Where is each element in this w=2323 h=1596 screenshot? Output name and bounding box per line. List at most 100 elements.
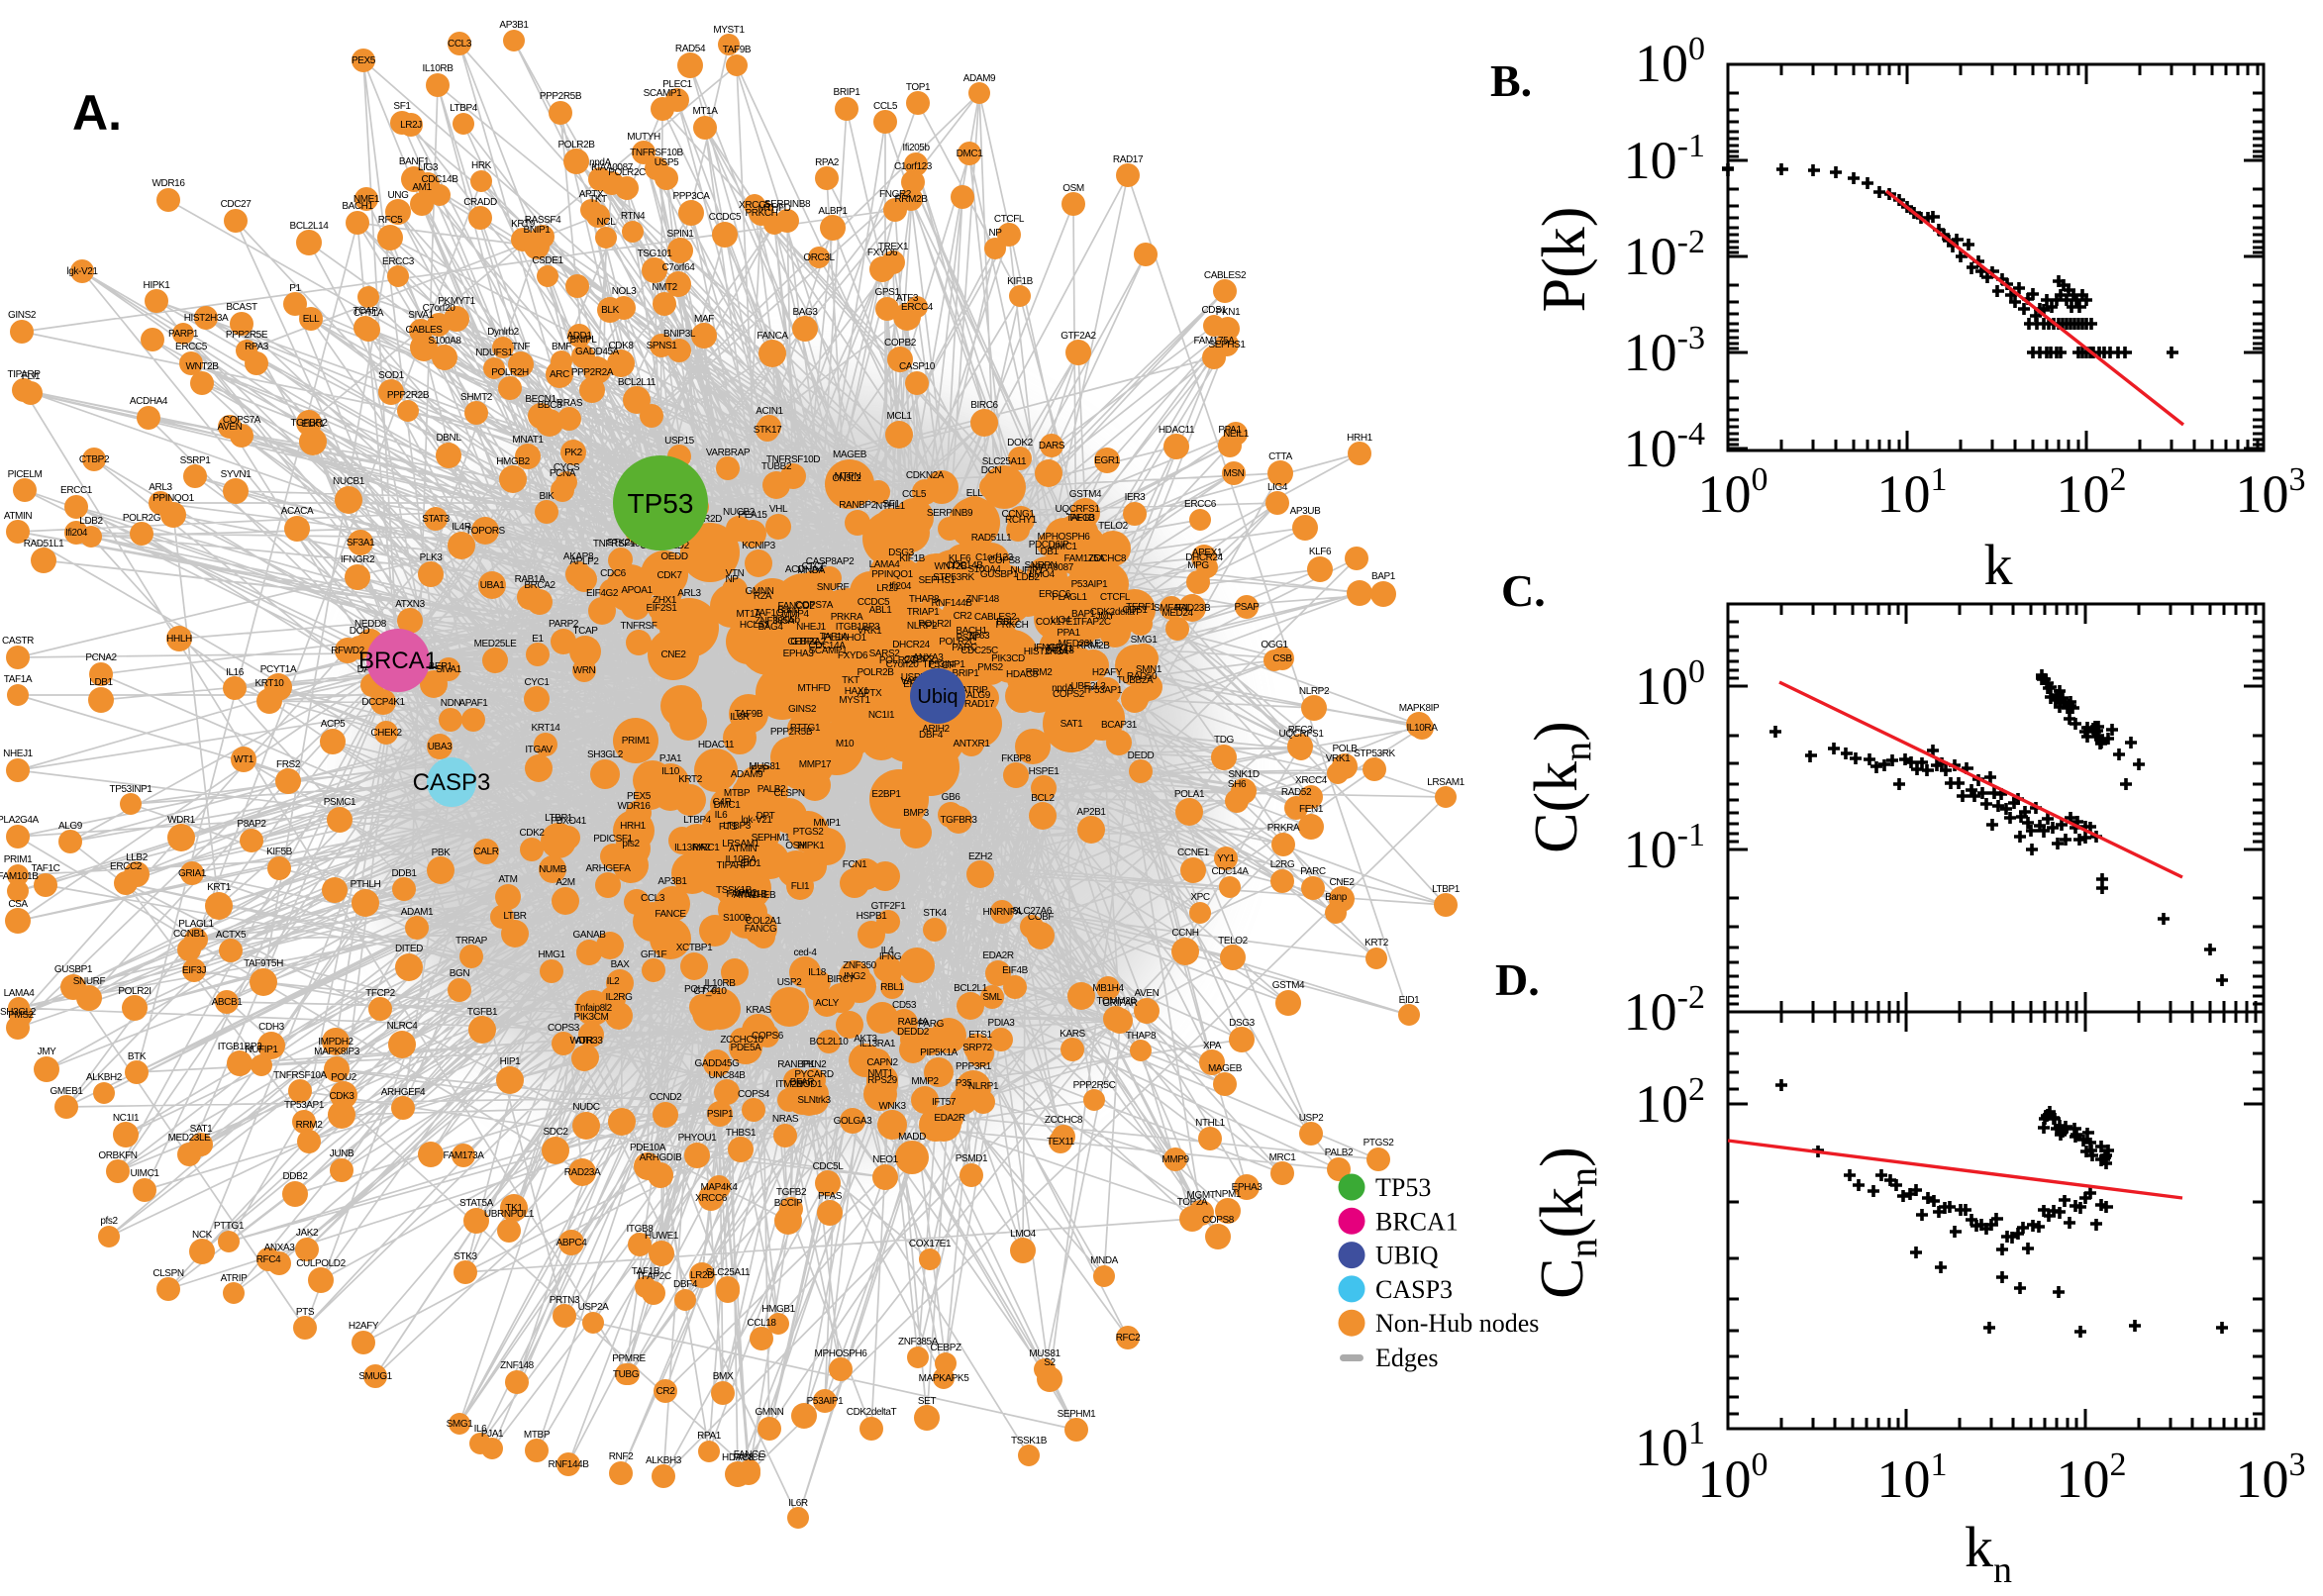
svg-text:TUBG: TUBG: [613, 1369, 640, 1380]
svg-text:USP15: USP15: [664, 436, 695, 447]
svg-text:GINS2: GINS2: [8, 310, 37, 321]
svg-text:PTTG1: PTTG1: [790, 723, 821, 734]
svg-text:C(kn): C(kn): [1523, 721, 1599, 853]
svg-text:NP: NP: [988, 228, 1002, 239]
svg-text:XRCC5: XRCC5: [739, 200, 771, 211]
svg-text:LDB1: LDB1: [89, 677, 113, 688]
svg-text:HDAC8: HDAC8: [1006, 669, 1039, 680]
svg-text:COPS6: COPS6: [752, 1031, 784, 1042]
svg-text:PRIM1: PRIM1: [622, 736, 651, 747]
svg-text:ZHX1: ZHX1: [653, 595, 677, 606]
svg-text:ATM: ATM: [498, 874, 517, 885]
svg-text:CTTA: CTTA: [1268, 451, 1292, 462]
svg-text:HRH1: HRH1: [620, 821, 646, 832]
svg-text:L2RG: L2RG: [1270, 859, 1295, 870]
svg-text:CULPOLD2: CULPOLD2: [296, 1258, 346, 1269]
svg-text:EID1: EID1: [1399, 995, 1420, 1006]
svg-text:PPP2R2B: PPP2R2B: [387, 390, 430, 401]
svg-text:EGR1: EGR1: [1094, 455, 1120, 466]
svg-text:BAX: BAX: [611, 959, 631, 970]
svg-text:CCNG1: CCNG1: [1001, 509, 1035, 520]
svg-text:NCL: NCL: [597, 217, 617, 228]
svg-text:SLNtrk3: SLNtrk3: [797, 1095, 831, 1106]
svg-text:CCL3: CCL3: [641, 893, 665, 904]
svg-text:Non-Hub nodes: Non-Hub nodes: [1375, 1309, 1539, 1338]
svg-text:CCDC5: CCDC5: [858, 597, 890, 608]
svg-text:TOMM20: TOMM20: [1096, 996, 1136, 1007]
svg-text:SDC2: SDC2: [543, 1127, 568, 1138]
svg-text:LMO4: LMO4: [1029, 569, 1055, 580]
svg-text:P53AIP1: P53AIP1: [1071, 579, 1109, 590]
svg-text:MTBP: MTBP: [524, 1430, 551, 1441]
svg-text:BFAR: BFAR: [790, 1077, 815, 1088]
svg-text:STK4: STK4: [923, 908, 947, 919]
svg-text:TREX1: TREX1: [878, 242, 909, 252]
svg-text:TEX11: TEX11: [1047, 1137, 1075, 1147]
svg-text:PLAGL1: PLAGL1: [178, 919, 214, 930]
svg-text:AP2B1: AP2B1: [1076, 807, 1106, 818]
svg-text:HMGB1: HMGB1: [761, 1304, 795, 1315]
svg-text:TELO2: TELO2: [1098, 521, 1129, 532]
svg-text:Ubiq: Ubiq: [917, 686, 958, 708]
svg-text:IL2: IL2: [607, 976, 621, 987]
svg-text:PBK: PBK: [432, 848, 452, 858]
svg-text:HIST2H3A: HIST2H3A: [184, 313, 229, 324]
svg-text:TNFRSF10D: TNFRSF10D: [766, 454, 820, 465]
svg-text:CSDE1: CSDE1: [532, 255, 563, 266]
svg-text:TAF9B: TAF9B: [723, 45, 752, 55]
svg-text:HIP1: HIP1: [500, 1056, 521, 1067]
svg-text:LDB2: LDB2: [1016, 572, 1040, 583]
svg-text:SAT1: SAT1: [1060, 719, 1084, 730]
svg-text:ACIN1: ACIN1: [756, 406, 783, 417]
svg-text:CALR: CALR: [473, 847, 498, 857]
svg-text:WDR1: WDR1: [167, 815, 196, 826]
svg-text:SIVA1: SIVA1: [436, 664, 461, 675]
svg-text:SCAMP1: SCAMP1: [809, 646, 849, 656]
svg-text:TGFBR2: TGFBR2: [290, 418, 328, 429]
svg-text:NUDC: NUDC: [572, 1102, 599, 1113]
svg-text:BAG4: BAG4: [758, 622, 783, 633]
svg-text:CDK8: CDK8: [608, 341, 634, 351]
svg-text:KRT1: KRT1: [207, 882, 232, 893]
svg-text:TAF1A: TAF1A: [820, 632, 849, 643]
svg-text:ARHGEF4: ARHGEF4: [381, 1087, 426, 1098]
svg-text:CYCS: CYCS: [554, 462, 580, 473]
svg-text:TNFRSF10A: TNFRSF10A: [273, 1070, 327, 1081]
svg-text:RANBP1: RANBP1: [777, 1059, 815, 1070]
svg-text:MMP2: MMP2: [911, 1076, 939, 1087]
svg-text:pfs2: pfs2: [100, 1216, 118, 1227]
svg-text:FLI1: FLI1: [22, 371, 41, 382]
svg-text:SMN1: SMN1: [1136, 664, 1162, 675]
svg-text:COPS3: COPS3: [548, 1023, 580, 1034]
svg-text:LTBP3: LTBP3: [723, 821, 752, 832]
svg-text:IL6R: IL6R: [788, 1498, 808, 1509]
svg-text:PARG: PARG: [918, 1019, 945, 1030]
svg-text:NHEJ1: NHEJ1: [796, 622, 827, 633]
svg-text:GADD45A: GADD45A: [575, 347, 620, 357]
svg-text:CLSPN: CLSPN: [773, 788, 805, 799]
svg-text:S100B: S100B: [723, 913, 752, 924]
svg-text:ALKBH3: ALKBH3: [646, 1455, 682, 1466]
svg-text:PALB2: PALB2: [758, 784, 786, 795]
svg-text:AP3B1: AP3B1: [499, 20, 529, 31]
svg-text:TSG101: TSG101: [638, 249, 673, 259]
svg-text:ATR: ATR: [575, 1036, 593, 1047]
svg-text:RFC3: RFC3: [1288, 725, 1313, 736]
svg-text:P35: P35: [956, 1078, 972, 1089]
svg-text:PPA1: PPA1: [1218, 425, 1242, 436]
svg-text:NOD1: NOD1: [796, 1079, 823, 1090]
svg-text:GPS1: GPS1: [874, 287, 900, 298]
svg-text:NOL3: NOL3: [612, 286, 637, 297]
svg-text:FANCG: FANCG: [745, 924, 777, 935]
svg-text:IL4: IL4: [881, 946, 895, 956]
svg-text:SHMT2: SHMT2: [460, 392, 493, 403]
svg-text:GADD45G: GADD45G: [695, 1058, 741, 1069]
svg-text:HRK: HRK: [471, 160, 492, 171]
svg-text:CDC14B: CDC14B: [421, 174, 458, 185]
svg-text:Banp: Banp: [777, 605, 800, 616]
svg-text:STP53RK: STP53RK: [933, 572, 974, 583]
svg-text:ING2: ING2: [844, 971, 866, 982]
svg-text:ALG9: ALG9: [58, 821, 83, 832]
svg-text:ZNF385A: ZNF385A: [898, 1337, 939, 1347]
svg-text:NLRP1: NLRP1: [968, 1081, 999, 1092]
